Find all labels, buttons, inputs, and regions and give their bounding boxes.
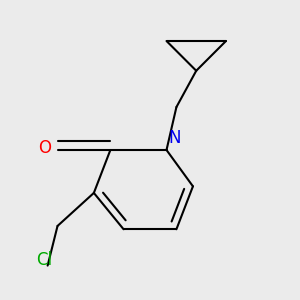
Text: O: O: [39, 139, 52, 157]
Text: N: N: [168, 129, 181, 147]
Text: Cl: Cl: [36, 251, 52, 269]
